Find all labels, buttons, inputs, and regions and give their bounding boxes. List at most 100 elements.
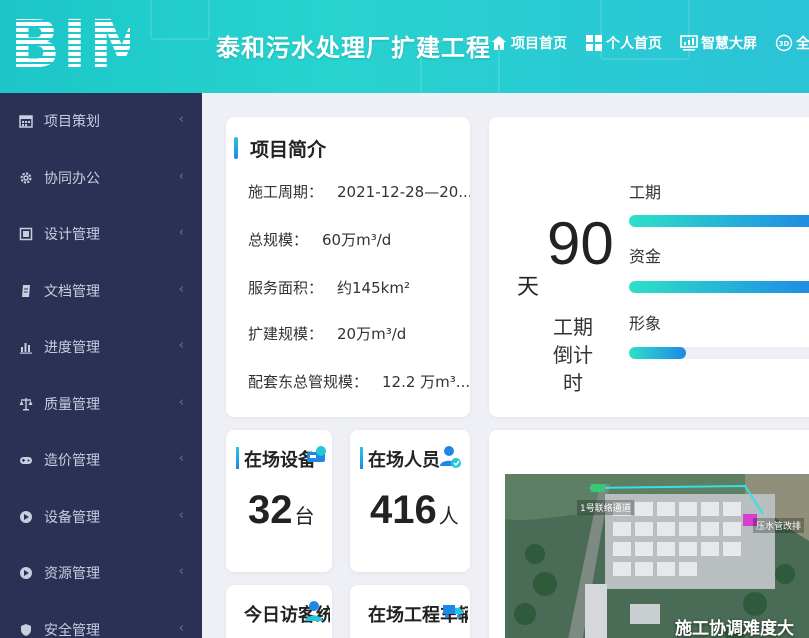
- project-title: 泰和污水处理厂扩建工程: [216, 34, 491, 62]
- grid-icon: [586, 35, 602, 51]
- chevron-left-icon: ‹: [178, 507, 184, 523]
- intro-label: 扩建规模：: [248, 325, 324, 343]
- sidebar: 项目策划 ‹ 协同办公 ‹ 设计管理 ‹ 文档管理 ‹ 进度管理 ‹ 质量管理 …: [0, 93, 202, 638]
- sidebar-item-label: 协同办公: [44, 170, 100, 187]
- countdown-label-line: 倒计: [553, 343, 593, 367]
- countdown-unit: 天: [517, 275, 540, 300]
- nav-label: 智慧大屏: [701, 36, 757, 52]
- site-aerial-image[interactable]: 1号联络通道 压水管改排 施工协调难度大: [505, 474, 809, 638]
- intro-label: 配套东总管规模：: [248, 373, 369, 391]
- stat-card-personnel[interactable]: 在场人员 416 人: [350, 430, 470, 572]
- sidebar-item-quality[interactable]: 质量管理 ‹: [0, 376, 202, 433]
- chevron-left-icon: ‹: [178, 225, 184, 241]
- intro-row-pipe-scale: 配套东总管规模： 12.2 万m³...: [248, 371, 470, 392]
- progress-fill: [629, 215, 809, 227]
- sidebar-item-safety[interactable]: 安全管理 ‹: [0, 602, 202, 638]
- nav-project-home[interactable]: 项目首页: [490, 33, 567, 53]
- stat-card-equipment[interactable]: 在场设备 32 台: [226, 430, 332, 572]
- sidebar-item-resources[interactable]: 资源管理 ‹: [0, 545, 202, 602]
- sidebar-item-documents[interactable]: 文档管理 ‹: [0, 263, 202, 320]
- chevron-left-icon: ‹: [178, 620, 184, 636]
- map-caption: 施工协调难度大: [675, 619, 794, 638]
- nav-label: 全景: [796, 36, 809, 52]
- chevron-left-icon: ‹: [178, 338, 184, 354]
- bar-chart-icon: [18, 339, 34, 355]
- chevron-left-icon: ‹: [178, 281, 184, 297]
- countdown-value: 90: [547, 210, 614, 277]
- progress-label-funds: 资金: [629, 247, 662, 266]
- project-intro-card: 项目简介 施工周期： 2021-12-28—20... 总规模： 60万m³/d 服…: [226, 117, 470, 417]
- nav-panorama[interactable]: 3D 全景: [775, 33, 809, 53]
- progress-fill: [629, 281, 809, 293]
- nav-label: 项目首页: [511, 36, 567, 52]
- intro-row-total-scale: 总规模： 60万m³/d: [248, 229, 470, 250]
- progress-bar-funds: [629, 281, 809, 293]
- stat-number: 32: [248, 488, 293, 532]
- bim-logo[interactable]: BIM: [10, 6, 157, 83]
- stat-unit: 人: [438, 504, 459, 528]
- chevron-left-icon: ‹: [178, 564, 184, 580]
- sidebar-item-progress[interactable]: 进度管理 ‹: [0, 319, 202, 376]
- 3d-icon: 3D: [775, 34, 793, 52]
- progress-label-schedule: 工期: [629, 183, 662, 202]
- sidebar-item-collaboration[interactable]: 协同办公 ‹: [0, 150, 202, 207]
- countdown-label-line: 工期: [553, 315, 593, 339]
- shield-icon: [18, 622, 34, 638]
- header-decoration: [150, 0, 210, 40]
- intro-value: 12.2 万m³...: [382, 373, 470, 391]
- sidebar-item-project-planning[interactable]: 项目策划 ‹: [0, 93, 202, 150]
- sidebar-item-label: 安全管理: [44, 622, 100, 638]
- header-decoration: [600, 0, 690, 60]
- header-decoration: [420, 40, 500, 93]
- sidebar-item-label: 造价管理: [44, 453, 100, 470]
- sidebar-item-equipment[interactable]: 设备管理 ‹: [0, 489, 202, 546]
- person-icon: [440, 446, 461, 468]
- design-icon: [18, 226, 34, 242]
- sidebar-item-label: 设计管理: [44, 227, 100, 244]
- svg-text:3D: 3D: [779, 40, 790, 48]
- intro-value: 约145km²: [337, 279, 410, 297]
- stat-title: 在场设备: [236, 446, 316, 472]
- nav-smart-screen[interactable]: 智慧大屏: [680, 33, 757, 53]
- stat-title: 在场人员: [360, 446, 440, 472]
- countdown-label: 工期 倒计 时: [553, 313, 593, 397]
- sidebar-item-label: 项目策划: [44, 114, 100, 131]
- site-map-card: 1号联络通道 压水管改排 施工协调难度大: [489, 430, 809, 638]
- progress-fill: [629, 347, 686, 359]
- intro-label: 服务面积：: [248, 279, 324, 297]
- calendar-icon: [18, 113, 34, 129]
- sidebar-item-label: 进度管理: [44, 340, 100, 357]
- sidebar-item-cost[interactable]: 造价管理 ‹: [0, 432, 202, 489]
- intro-value: 60万m³/d: [322, 231, 392, 249]
- progress-bar-schedule: [629, 215, 809, 227]
- sidebar-item-label: 设备管理: [44, 509, 100, 526]
- scale-icon: [18, 396, 34, 412]
- intro-row-service-area: 服务面积： 约145km²: [248, 277, 470, 298]
- sidebar-item-design[interactable]: 设计管理 ‹: [0, 206, 202, 263]
- aerial-illustration: [505, 474, 809, 638]
- stat-card-visitors[interactable]: 今日访客统: [226, 585, 332, 638]
- sidebar-item-label: 质量管理: [44, 396, 100, 413]
- gamepad-icon: [18, 452, 34, 468]
- location-icon: [18, 509, 34, 525]
- stat-card-vehicles[interactable]: 在场工程车辆: [350, 585, 470, 638]
- countdown-card: 90 天 工期 倒计 时 工期 资金 形象: [489, 117, 809, 417]
- progress-label-image: 形象: [629, 314, 662, 333]
- nav-label: 个人首页: [606, 36, 662, 52]
- countdown-label-line: 时: [563, 371, 583, 395]
- equipment-icon: [307, 446, 326, 462]
- document-icon: [18, 283, 34, 299]
- intro-value: 20万m³/d: [337, 325, 407, 343]
- chevron-left-icon: ‹: [178, 112, 184, 128]
- sidebar-item-label: 资源管理: [44, 566, 100, 583]
- visitor-icon: [305, 601, 323, 621]
- home-icon: [492, 36, 506, 50]
- intro-row-period: 施工周期： 2021-12-28—20...: [248, 181, 470, 202]
- intro-value: 2021-12-28—20...: [337, 183, 470, 201]
- nav-personal-home[interactable]: 个人首页: [585, 33, 662, 53]
- top-nav: 项目首页 个人首页 智慧大屏 3D 全景: [490, 30, 809, 56]
- chart-screen-icon: [680, 35, 698, 51]
- stat-number: 416: [370, 488, 437, 532]
- sidebar-item-label: 文档管理: [44, 283, 100, 300]
- intro-label: 施工周期：: [248, 183, 324, 201]
